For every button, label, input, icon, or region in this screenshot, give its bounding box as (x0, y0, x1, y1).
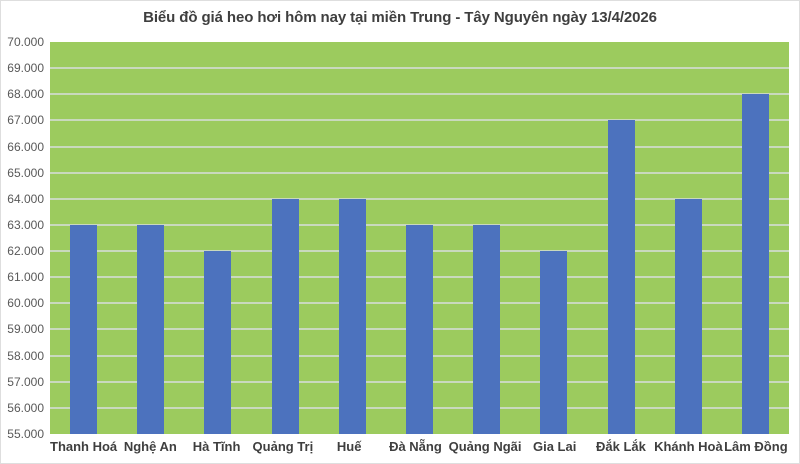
bar-1 (137, 224, 165, 434)
y-axis: 55.000 56.000 57.000 58.000 59.000 60.000 61.0… (1, 35, 44, 441)
bar-column (386, 42, 453, 434)
bar-column (252, 42, 319, 434)
bar-9 (674, 198, 702, 434)
bar-2 (204, 251, 232, 434)
bar-column (588, 42, 655, 434)
x-category-label: Khánh Hoà (654, 439, 723, 454)
x-axis: Thanh Hoá Nghệ An Hà Tĩnh Quảng Trị Huế Đà Nẵ… (50, 439, 789, 454)
bars (50, 42, 789, 434)
bar-3 (271, 198, 299, 434)
y-tick-label: 61.000 (7, 270, 44, 285)
bar-8 (607, 120, 635, 434)
y-tick-label: 68.000 (7, 87, 44, 102)
bar-column (117, 42, 184, 434)
y-tick-label: 65.000 (7, 165, 44, 180)
x-category-label: Lâm Đồng (724, 439, 788, 454)
bar-column (453, 42, 520, 434)
gridline (50, 93, 789, 96)
bar-column (722, 42, 789, 434)
y-tick-label: 57.000 (7, 374, 44, 389)
plot-area (50, 42, 789, 434)
bar-column (520, 42, 587, 434)
x-category-label: Thanh Hoá (50, 439, 118, 454)
bar-column (655, 42, 722, 434)
bar-column (319, 42, 386, 434)
x-category-label: Gia Lai (532, 439, 577, 454)
x-category-label: Hà Tĩnh (192, 439, 241, 454)
x-category-label: Quảng Trị (252, 439, 314, 454)
bar-6 (473, 224, 501, 434)
y-tick-label: 64.000 (7, 191, 44, 206)
gridline (50, 223, 789, 226)
x-category-label: Đắk Lắk (596, 439, 646, 454)
y-tick-label: 62.000 (7, 244, 44, 259)
bar-10 (741, 94, 769, 434)
y-tick-label: 55.000 (7, 427, 44, 441)
x-category-label: Nghệ An (123, 439, 177, 454)
bar-7 (540, 251, 568, 434)
chart-title: Biểu đồ giá heo hơi hôm nay tại miền Tru… (143, 9, 657, 26)
x-category-label: Huế (336, 439, 362, 454)
y-tick-label: 56.000 (7, 400, 44, 415)
y-tick-label: 63.000 (7, 217, 44, 232)
bar-5 (406, 224, 434, 434)
y-tick-label: 58.000 (7, 348, 44, 363)
bar-4 (338, 198, 366, 434)
bar-column (184, 42, 251, 434)
y-tick-label: 66.000 (7, 139, 44, 154)
x-category-label: Đà Nẵng (389, 439, 442, 454)
gridline (50, 67, 789, 70)
gridline (50, 171, 789, 174)
y-tick-label: 69.000 (7, 61, 44, 76)
y-tick-label: 70.000 (7, 35, 44, 49)
gridline (50, 145, 789, 148)
y-tick-label: 60.000 (7, 296, 44, 311)
bar-column (50, 42, 117, 434)
y-tick-label: 67.000 (7, 113, 44, 128)
gridline (50, 197, 789, 200)
y-tick-label: 59.000 (7, 322, 44, 337)
gridline (50, 119, 789, 122)
x-category-label: Quảng Ngãi (448, 439, 522, 454)
bar-0 (70, 224, 98, 434)
